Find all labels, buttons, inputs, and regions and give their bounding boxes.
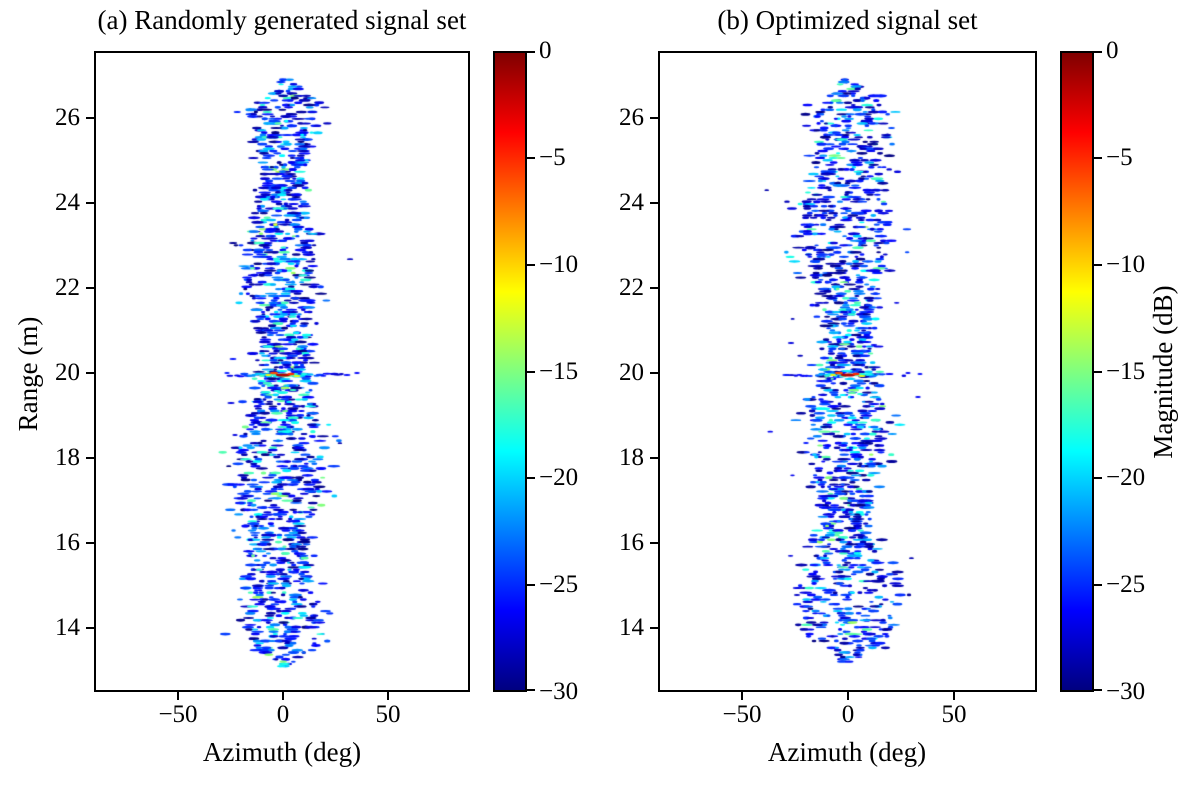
colorbar-tick-mark xyxy=(1094,584,1102,587)
y-tick-mark xyxy=(86,117,94,119)
y-tick-label: 14 xyxy=(55,614,80,641)
x-tick-label: 0 xyxy=(841,701,855,728)
colorbar-tick-label: −10 xyxy=(1106,250,1146,278)
colorbar-tick-label: −15 xyxy=(539,357,579,385)
y-tick-label: 22 xyxy=(55,274,80,301)
colorbar-tick-mark xyxy=(527,263,535,266)
colorbar-tick-mark xyxy=(1094,156,1102,159)
colorbar-tick-mark xyxy=(1094,689,1102,691)
colorbar-frame-a xyxy=(493,51,527,692)
panel-b-title: (b) Optimized signal set xyxy=(717,5,978,35)
y-tick-label: 24 xyxy=(619,189,644,216)
y-tick-mark xyxy=(650,627,658,629)
x-tick-label: 50 xyxy=(375,701,401,728)
x-tick-mark xyxy=(387,692,389,700)
colorbar-gradient-a xyxy=(495,53,525,690)
colorbar-tick-label: −25 xyxy=(539,571,579,599)
colorbar-tick-label: −30 xyxy=(539,678,579,705)
heatmap-canvas-a xyxy=(96,53,468,690)
y-tick-mark xyxy=(86,202,94,204)
y-tick-mark xyxy=(650,372,658,374)
colorbar-tick-mark xyxy=(527,477,535,480)
y-tick-label: 18 xyxy=(55,444,80,471)
y-tick-mark xyxy=(86,287,94,289)
colorbar-frame-b xyxy=(1060,51,1094,692)
y-tick-mark xyxy=(650,287,658,289)
y-tick-label: 20 xyxy=(55,359,80,386)
y-tick-label: 22 xyxy=(619,274,644,301)
x-tick-label: 0 xyxy=(276,701,290,728)
y-tick-mark xyxy=(650,457,658,459)
colorbar-tick-label: −30 xyxy=(1106,678,1146,705)
x-tick-label: −50 xyxy=(722,701,762,728)
colorbar-tick-mark xyxy=(1094,370,1102,373)
x-axis-label-a: Azimuth (deg) xyxy=(202,737,362,767)
colorbar-label: Magnitude (dB) xyxy=(1148,285,1178,459)
colorbar-tick-label: −20 xyxy=(1106,464,1146,492)
colorbar-tick-label: 0 xyxy=(539,37,552,64)
x-tick-mark xyxy=(282,692,284,700)
colorbar-tick-mark xyxy=(527,156,535,159)
y-tick-label: 18 xyxy=(619,444,644,471)
y-tick-label: 26 xyxy=(619,104,644,131)
x-tick-label: 50 xyxy=(941,701,967,728)
y-tick-mark xyxy=(650,117,658,119)
colorbar-tick-mark xyxy=(1094,51,1102,53)
x-tick-mark xyxy=(847,692,849,700)
y-tick-mark xyxy=(86,457,94,459)
colorbar-tick-label: 0 xyxy=(1106,37,1119,64)
x-tick-mark xyxy=(177,692,179,700)
colorbar-tick-mark xyxy=(527,370,535,373)
y-tick-mark xyxy=(650,202,658,204)
y-tick-label: 16 xyxy=(55,529,80,556)
y-tick-mark xyxy=(650,542,658,544)
colorbar-tick-mark xyxy=(1094,477,1102,480)
colorbar-tick-label: −20 xyxy=(539,464,579,492)
colorbar-tick-mark xyxy=(527,689,535,691)
colorbar-tick-label: −10 xyxy=(539,250,579,278)
colorbar-tick-mark xyxy=(527,51,535,53)
colorbar-gradient-b xyxy=(1062,53,1092,690)
y-tick-label: 26 xyxy=(55,104,80,131)
x-axis-label-b: Azimuth (deg) xyxy=(767,737,927,767)
y-axis-label: Range (m) xyxy=(13,316,43,432)
panel-a-title: (a) Randomly generated signal set xyxy=(97,5,467,35)
colorbar-tick-mark xyxy=(1094,263,1102,266)
x-tick-mark xyxy=(741,692,743,700)
colorbar-tick-label: −5 xyxy=(1106,143,1133,171)
x-tick-mark xyxy=(953,692,955,700)
heatmap-canvas-b xyxy=(660,53,1035,690)
colorbar-tick-mark xyxy=(527,584,535,587)
y-tick-label: 24 xyxy=(55,189,80,216)
y-tick-label: 20 xyxy=(619,359,644,386)
y-tick-label: 14 xyxy=(619,614,644,641)
y-tick-label: 16 xyxy=(619,529,644,556)
y-tick-mark xyxy=(86,372,94,374)
x-tick-label: −50 xyxy=(158,701,198,728)
y-tick-mark xyxy=(86,542,94,544)
y-tick-mark xyxy=(86,627,94,629)
colorbar-tick-label: −15 xyxy=(1106,357,1146,385)
colorbar-tick-label: −25 xyxy=(1106,571,1146,599)
colorbar-tick-label: −5 xyxy=(539,143,566,171)
